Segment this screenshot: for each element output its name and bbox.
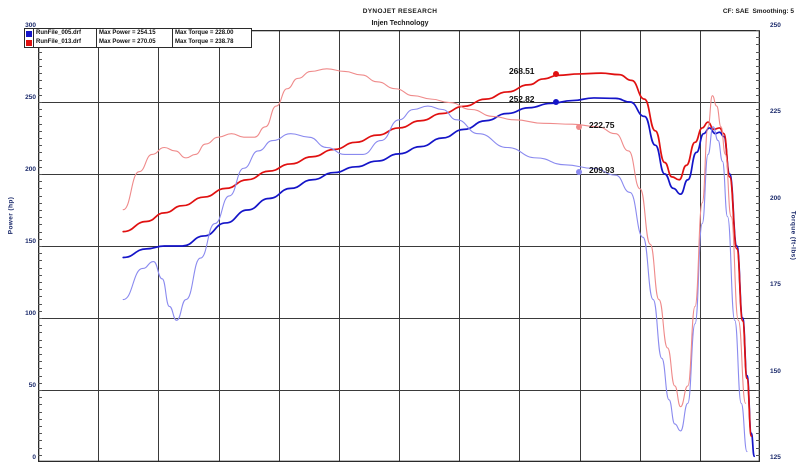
datapoint-marker-blue-torque[interactable]: [576, 169, 582, 175]
right-axis-tick-label: 225: [770, 108, 781, 116]
legend-color-icon: [26, 39, 32, 46]
legend-max-torque: Max Torque = 238.78: [175, 39, 234, 45]
datapoint-label-red-power: 268.51: [509, 66, 535, 76]
plot-svg: [38, 30, 760, 462]
chart-title: DYNOJET RESEARCH: [362, 8, 438, 15]
right-axis-title: Torque (ft-lbs): [789, 210, 797, 261]
legend-color-swatch-cell: [25, 29, 34, 38]
right-axis-tick-label: 175: [770, 281, 781, 289]
plot-area: [38, 30, 760, 462]
legend-max-power: Max Power = 270.05: [97, 38, 173, 47]
run-legend[interactable]: RunFile_005.drf Max Power = 254.15 Max T…: [24, 28, 252, 48]
legend-run-file: RunFile_013.drf: [34, 38, 97, 47]
left-axis-tick-label: 250: [25, 94, 36, 101]
legend-run-file: RunFile_005.drf: [34, 29, 97, 38]
legend-max-torque: Max Torque = 228.00: [175, 30, 234, 36]
datapoint-marker-red-power[interactable]: [553, 71, 559, 77]
left-axis-tick-label: 200: [25, 166, 36, 173]
correction-factor-label: CF: SAE Smoothing: 5: [722, 8, 794, 15]
series-line: [122, 105, 748, 453]
series-line: [122, 72, 753, 437]
left-axis-tick-label: 0: [32, 454, 36, 461]
right-axis-tick-label: 250: [770, 22, 781, 29]
datapoint-label-blue-power: 252.82: [509, 94, 535, 104]
left-axis-tick-label: 100: [25, 310, 36, 317]
legend-color-swatch-cell: [25, 38, 34, 47]
right-axis-tick-label: 200: [770, 194, 781, 202]
left-axis-tick-label: 300: [25, 22, 36, 29]
left-axis-tick-label: 150: [25, 238, 36, 245]
datapoint-label-blue-torque: 209.93: [589, 165, 615, 175]
series-line: [122, 97, 756, 458]
datapoint-marker-blue-power[interactable]: [553, 99, 559, 105]
right-axis-tick-label: 150: [770, 367, 781, 375]
left-axis-title: Power (hp): [7, 196, 15, 235]
left-axis-tick-label: 50: [28, 382, 36, 389]
legend-color-icon: [26, 30, 32, 37]
chart-header: DYNOJET RESEARCH Injen Technology: [0, 7, 800, 29]
datapoint-label-red-torque: 222.75: [589, 120, 615, 130]
legend-row[interactable]: RunFile_013.drf Max Power = 270.05 Max T…: [25, 38, 251, 47]
legend-row[interactable]: RunFile_005.drf Max Power = 254.15 Max T…: [25, 29, 251, 38]
datapoint-marker-red-torque[interactable]: [576, 124, 582, 130]
series-line: [122, 68, 747, 408]
right-axis-tick-label: 125: [770, 454, 781, 461]
legend-max-power: Max Power = 254.15: [97, 29, 173, 38]
